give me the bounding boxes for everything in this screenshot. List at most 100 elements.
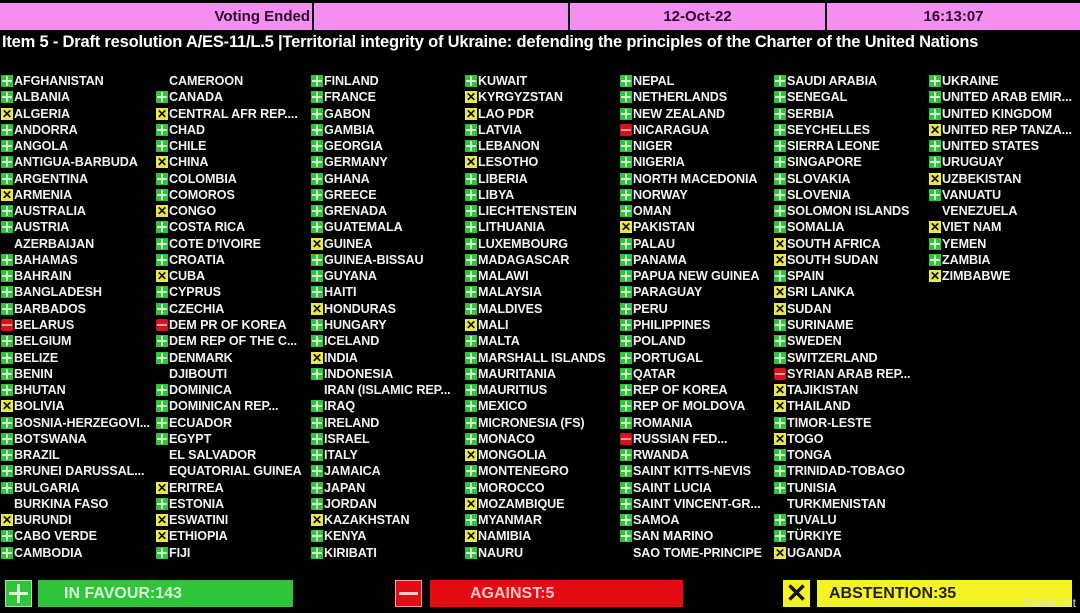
country-name: TÜRKIYE xyxy=(787,529,842,544)
country-name: NIGERIA xyxy=(633,155,685,170)
country-row: CAMEROON xyxy=(155,73,302,89)
plus-icon xyxy=(620,205,632,218)
plus-icon xyxy=(156,172,168,185)
country-row: HONDURAS xyxy=(310,301,451,317)
x-icon xyxy=(774,400,786,413)
country-name: GUINEA-BISSAU xyxy=(324,252,424,267)
country-name: KYRGYZSTAN xyxy=(478,90,563,105)
country-row: KENYA xyxy=(310,528,451,544)
country-row: UKRAINE xyxy=(928,73,1072,89)
x-icon xyxy=(311,351,323,364)
country-row: TÜRKIYE xyxy=(773,528,910,544)
country-name: PARAGUAY xyxy=(633,285,703,300)
country-row: SPAIN xyxy=(773,268,910,284)
plus-icon xyxy=(465,465,477,478)
country-row: SOUTH AFRICA xyxy=(773,236,910,252)
plus-icon xyxy=(620,465,632,478)
country-name: PANAMA xyxy=(633,252,687,267)
country-name: ICELAND xyxy=(324,334,380,349)
country-name: INDONESIA xyxy=(324,366,394,381)
country-name: BHUTAN xyxy=(14,383,66,398)
plus-icon xyxy=(929,253,941,266)
country-row: NEW ZEALAND xyxy=(619,106,762,122)
country-row: SOMALIA xyxy=(773,219,910,235)
country-row: LIBERIA xyxy=(464,171,606,187)
country-name: ZIMBABWE xyxy=(942,269,1011,284)
plus-icon xyxy=(465,286,477,299)
country-name: BRAZIL xyxy=(14,448,60,463)
country-row: NICARAGUA xyxy=(619,122,762,138)
plus-icon xyxy=(156,351,168,364)
country-name: NORWAY xyxy=(633,187,688,202)
country-row: FRANCE xyxy=(310,89,451,105)
country-row: PERU xyxy=(619,301,762,317)
minus-icon xyxy=(395,580,422,607)
country-row: GRENADA xyxy=(310,203,451,219)
plus-icon xyxy=(620,318,632,331)
country-row: CENTRAL AFR REP.... xyxy=(155,106,302,122)
country-row: MOROCCO xyxy=(464,480,606,496)
x-icon xyxy=(156,156,168,169)
plus-icon xyxy=(1,91,13,104)
country-name: BELARUS xyxy=(14,317,75,332)
country-row: CAMBODIA xyxy=(0,545,150,561)
country-name: MALTA xyxy=(478,334,520,349)
plus-icon xyxy=(465,205,477,218)
country-name: MAURITANIA xyxy=(478,366,556,381)
country-row: CHILE xyxy=(155,138,302,154)
country-name: DENMARK xyxy=(169,350,233,365)
country-name: SAINT LUCIA xyxy=(633,480,712,495)
country-row: SWEDEN xyxy=(773,333,910,349)
country-row: SLOVAKIA xyxy=(773,171,910,187)
x-icon xyxy=(156,107,168,120)
plus-icon xyxy=(156,221,168,234)
country-row: UNITED ARAB EMIR... xyxy=(928,89,1072,105)
country-row: MADAGASCAR xyxy=(464,252,606,268)
country-row: MICRONESIA (FS) xyxy=(464,415,606,431)
country-name: BENIN xyxy=(14,366,53,381)
plus-icon xyxy=(465,514,477,527)
plus-icon xyxy=(311,270,323,283)
country-row: MALTA xyxy=(464,333,606,349)
plus-icon xyxy=(1,335,13,348)
country-row: UNITED REP TANZA... xyxy=(928,122,1072,138)
country-name: CONGO xyxy=(169,204,217,219)
country-row: SERBIA xyxy=(773,106,910,122)
country-name: BANGLADESH xyxy=(14,285,102,300)
country-row: SOUTH SUDAN xyxy=(773,252,910,268)
country-name: KIRIBATI xyxy=(324,545,377,560)
country-name: ETHIOPIA xyxy=(169,529,228,544)
country-row: SYRIAN ARAB REP... xyxy=(773,366,911,382)
plus-icon xyxy=(465,367,477,380)
country-row: NORWAY xyxy=(619,187,762,203)
country-name: NORTH MACEDONIA xyxy=(633,171,758,186)
country-name: TOGO xyxy=(787,431,824,446)
plus-icon xyxy=(929,107,941,120)
country-column: AFGHANISTAN ALBANIAALGERIAANDORRA ANGOLAAN… xyxy=(0,73,150,561)
plus-icon xyxy=(311,172,323,185)
plus-icon xyxy=(465,188,477,201)
plus-icon xyxy=(774,270,786,283)
country-name: SYRIAN ARAB REP... xyxy=(787,366,911,381)
country-row: DEM REP OF THE C... xyxy=(155,333,302,349)
country-name: POLAND xyxy=(633,334,686,349)
country-name: AZERBAIJAN xyxy=(14,236,95,251)
x-icon xyxy=(465,156,477,169)
country-name: CAMEROON xyxy=(169,74,244,88)
country-name: MICRONESIA (FS) xyxy=(478,415,585,430)
plus-icon xyxy=(156,188,168,201)
country-row: NAURU xyxy=(464,545,606,561)
x-icon xyxy=(774,302,786,315)
x-icon xyxy=(620,221,632,234)
country-row: ANGOLA xyxy=(0,138,150,154)
country-row: PALAU xyxy=(619,236,762,252)
country-name: IRAQ xyxy=(324,399,356,414)
country-name: KENYA xyxy=(324,529,367,544)
country-name: UZBEKISTAN xyxy=(942,171,1022,186)
plus-icon xyxy=(774,140,786,153)
country-row: UZBEKISTAN xyxy=(928,171,1072,187)
plus-icon xyxy=(465,75,477,87)
country-row: SIERRA LEONE xyxy=(773,138,910,154)
x-icon xyxy=(465,91,477,104)
country-row: TUVALU xyxy=(773,512,910,528)
